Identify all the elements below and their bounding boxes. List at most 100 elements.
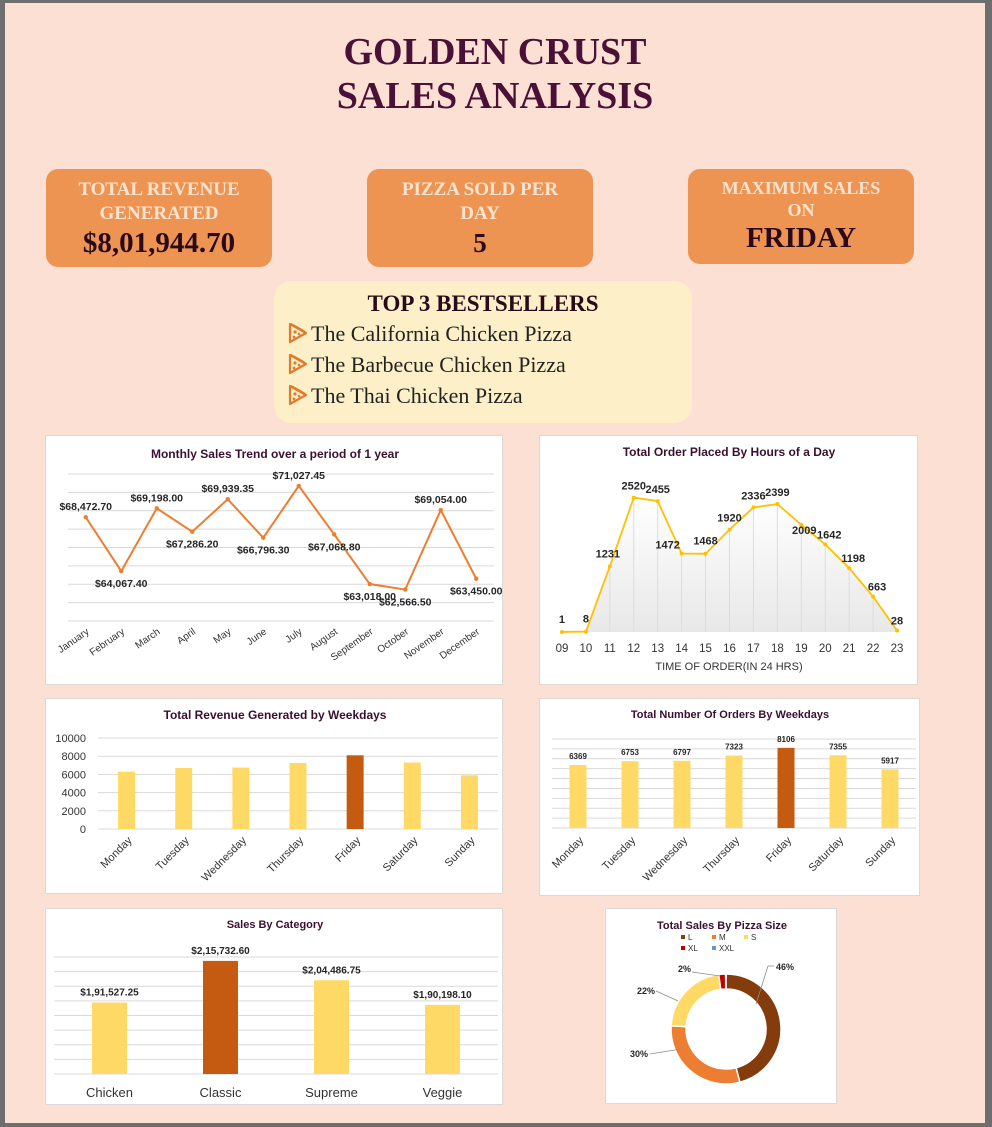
data-point <box>403 587 408 592</box>
data-point <box>367 581 372 587</box>
data-label: 6369 <box>569 752 587 761</box>
data-point <box>296 483 301 489</box>
bar <box>673 760 691 828</box>
data-point <box>559 629 564 634</box>
kpi-label: ON <box>787 200 815 220</box>
bar <box>777 747 795 828</box>
bar <box>621 761 639 828</box>
data-label: 2520 <box>622 481 646 493</box>
data-point <box>474 576 479 581</box>
bar <box>289 763 307 829</box>
data-label: $69,939.35 <box>201 483 254 495</box>
x-tick-label: 12 <box>627 643 640 655</box>
x-tick-label: 15 <box>699 643 712 655</box>
kpi-value: $8,01,944.70 <box>82 227 236 259</box>
data-label: $67,286.20 <box>166 539 219 551</box>
data-point <box>119 568 124 574</box>
x-tick-label: 16 <box>723 643 736 655</box>
x-tick-label: 21 <box>843 643 856 655</box>
chart-title: Total Sales By Pizza Size <box>657 920 787 932</box>
x-tick-label: 13 <box>651 643 664 655</box>
data-label: $2,15,732.60 <box>191 946 250 957</box>
x-tick-label: Sunday <box>443 834 478 869</box>
bar <box>881 769 899 828</box>
monthly-sales-chart: Monthly Sales Trend over a period of 1 y… <box>56 447 503 664</box>
data-label: 6753 <box>621 748 639 757</box>
x-tick-label: December <box>438 626 483 662</box>
data-label: 22% <box>637 986 655 996</box>
data-label: $67,068.80 <box>308 541 361 553</box>
legend-swatch <box>712 935 716 939</box>
x-tick-label: March <box>133 626 162 651</box>
pizza-slice-icon <box>288 384 308 406</box>
bar <box>175 768 193 829</box>
x-tick-label: Wednesday <box>641 834 691 884</box>
x-tick-label: Veggie <box>423 1085 463 1100</box>
x-tick-label: July <box>284 626 305 645</box>
x-tick-label: Classic <box>200 1085 242 1100</box>
monthly-sales-panel: Monthly Sales Trend over a period of 1 y… <box>45 435 503 685</box>
legend-label: XXL <box>719 944 735 953</box>
donut-slice <box>670 973 722 1028</box>
data-label: 1 <box>559 614 565 626</box>
bar <box>829 755 847 828</box>
leader-line <box>649 1048 682 1055</box>
bestsellers-heading: TOP 3 BESTSELLERS <box>367 291 599 316</box>
y-tick-label: 10000 <box>55 733 86 745</box>
title-line-1: GOLDEN CRUST <box>343 31 647 73</box>
data-label: 5917 <box>881 756 899 765</box>
bar <box>425 1004 460 1074</box>
x-tick-label: Friday <box>333 834 363 864</box>
legend-swatch <box>681 935 685 939</box>
x-tick-label: 23 <box>891 643 904 655</box>
series-line <box>84 484 478 591</box>
data-label: 663 <box>868 582 886 594</box>
bar <box>314 980 349 1074</box>
data-point <box>727 527 732 532</box>
x-tick-label: Monday <box>550 834 587 871</box>
data-label: 6797 <box>673 748 691 757</box>
title-line-2: SALES ANALYSIS <box>336 75 654 117</box>
data-label: 8 <box>583 614 589 626</box>
x-tick-label: Thursday <box>265 834 306 875</box>
bestsellers-box: TOP 3 BESTSELLERS The California Chicken… <box>274 281 692 423</box>
bestseller-item: The California Chicken Pizza <box>288 321 572 347</box>
data-label: 2009 <box>792 525 816 537</box>
legend-swatch <box>744 935 748 939</box>
chart-title: Total Number Of Orders By Weekdays <box>631 709 829 721</box>
x-tick-label: Monday <box>99 834 136 871</box>
data-label: 2% <box>678 964 691 974</box>
chart-title: Total Revenue Generated by Weekdays <box>164 708 387 722</box>
x-tick-label: Thursday <box>701 834 742 875</box>
bestseller-name: The Thai Chicken Pizza <box>311 383 523 408</box>
bar <box>569 765 587 828</box>
pizza-size-panel: Total Sales By Pizza Size L M S XL XXL 46% 30% 2… <box>605 908 837 1104</box>
x-tick-label: 19 <box>795 643 808 655</box>
data-point <box>607 564 612 569</box>
data-point <box>823 542 828 547</box>
y-tick-label: 4000 <box>62 788 86 800</box>
y-tick-label: 8000 <box>62 751 86 763</box>
leader-line <box>691 971 721 977</box>
bar <box>203 960 238 1074</box>
donut-slice <box>670 1025 741 1085</box>
donut-slice <box>725 973 782 1084</box>
y-tick-label: 0 <box>80 824 86 836</box>
data-label: 28 <box>891 616 903 628</box>
bestseller-name: The Barbecue Chicken Pizza <box>311 352 566 377</box>
data-label: 2336 <box>741 490 765 502</box>
bestseller-name: The California Chicken Pizza <box>311 321 572 346</box>
x-tick-label: Saturday <box>807 834 847 874</box>
weekday-revenue-panel: Total Revenue Generated by Weekdays 0 2000… <box>45 698 503 894</box>
data-label: $1,91,527.25 <box>80 988 139 999</box>
data-label: 7355 <box>829 742 847 751</box>
data-point <box>190 529 195 534</box>
data-label: 1198 <box>841 553 865 565</box>
legend-swatch <box>712 946 716 950</box>
data-label: $68,472.70 <box>59 501 112 513</box>
pizza-slice-icon <box>288 353 308 375</box>
kpi-label: TOTAL REVENUE <box>78 179 240 200</box>
data-label: 2455 <box>645 484 669 496</box>
x-tick-label: Wednesday <box>200 834 250 884</box>
data-label: $69,198.00 <box>130 492 183 504</box>
